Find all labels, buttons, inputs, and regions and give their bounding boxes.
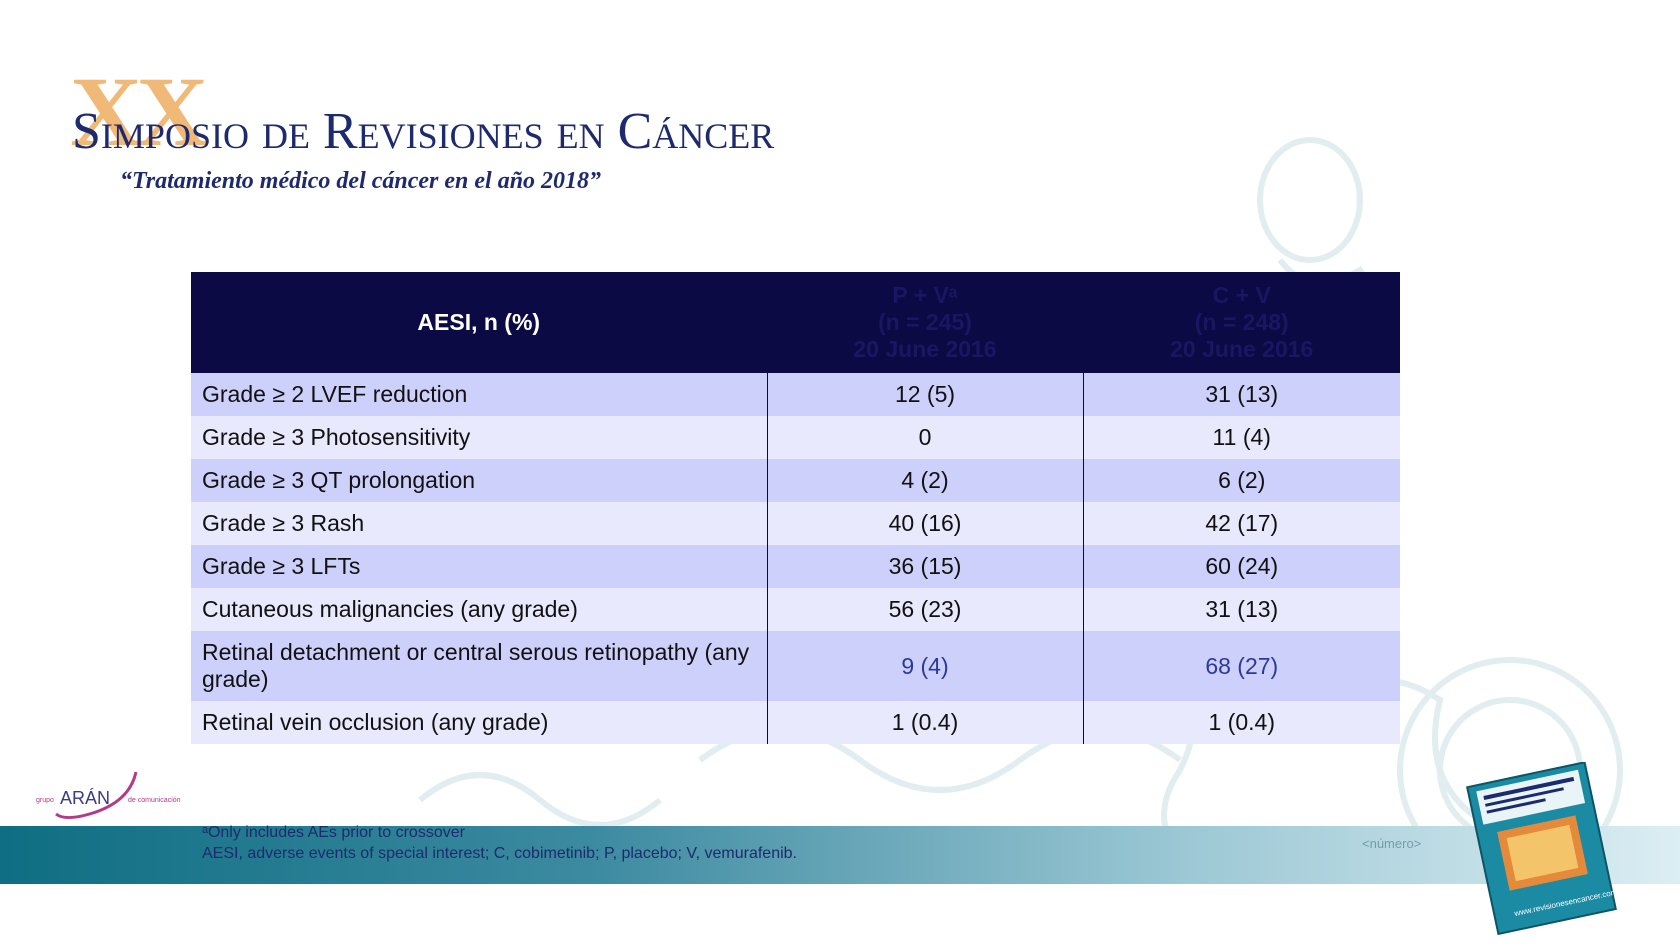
footnotes: ᵃOnly includes AEs prior to crossover AE… (202, 822, 797, 864)
c-v-value: 60 (24) (1082, 545, 1400, 588)
book-cover-image: www.revisionesencancer.com (1466, 762, 1618, 936)
footer-band (0, 826, 1680, 884)
header-p-v-date: 20 June 2016 (853, 336, 997, 362)
table-row: Grade ≥ 3 Photosensitivity 0 11 (4) (191, 416, 1400, 459)
table-row: Grade ≥ 3 LFTs 36 (15) 60 (24) (191, 545, 1400, 588)
symposium-header: XX Simposio de Revisiones en Cáncer “Tra… (70, 56, 774, 202)
logo-brand: ARÁN (60, 788, 110, 808)
row-label: Grade ≥ 3 QT prolongation (191, 459, 767, 502)
roman-numeral: XX (70, 56, 208, 167)
header-p-v-n: (n = 245) (878, 309, 972, 335)
row-label: Grade ≥ 3 Rash (191, 502, 767, 545)
p-v-value: 4 (2) (766, 459, 1083, 502)
logo-prefix: grupo (36, 797, 54, 804)
c-v-value: 31 (13) (1082, 588, 1400, 631)
table-row: Grade ≥ 2 LVEF reduction 12 (5) 31 (13) (191, 373, 1400, 416)
row-label: Grade ≥ 3 Photosensitivity (191, 416, 767, 459)
table-row: Retinal detachment or central serous ret… (191, 631, 1400, 701)
symposium-subtitle: “Tratamiento médico del cáncer en el año… (120, 168, 602, 194)
aran-logo: grupo ARÁN de comunicación (36, 771, 181, 819)
p-v-value: 36 (15) (766, 545, 1083, 588)
header-c-v-arm: C + V (1212, 282, 1271, 308)
c-v-value: 31 (13) (1082, 373, 1400, 416)
header-p-v-arm: P + Vᵃ (892, 282, 958, 308)
row-label: Grade ≥ 3 LFTs (191, 545, 767, 588)
row-label: Retinal vein occlusion (any grade) (191, 701, 767, 744)
aesi-table: AESI, n (%) P + Vᵃ (n = 245) 20 June 201… (191, 272, 1400, 744)
c-v-value: 6 (2) (1082, 459, 1400, 502)
footnote-abbreviations: AESI, adverse events of special interest… (202, 845, 797, 862)
page-number-placeholder: <número> (1362, 836, 1422, 851)
p-v-value: 12 (5) (766, 373, 1083, 416)
c-v-value: 42 (17) (1082, 502, 1400, 545)
table-row: Cutaneous malignancies (any grade) 56 (2… (191, 588, 1400, 631)
p-v-value: 1 (0.4) (766, 701, 1083, 744)
symposium-title: Simposio de Revisiones en Cáncer (72, 103, 775, 160)
p-v-value: 9 (4) (766, 631, 1083, 701)
row-label: Retinal detachment or central serous ret… (191, 631, 767, 701)
table-row: Retinal vein occlusion (any grade) 1 (0.… (191, 701, 1400, 744)
c-v-value: 1 (0.4) (1082, 701, 1400, 744)
c-v-value: 68 (27) (1082, 631, 1400, 701)
table-row: Grade ≥ 3 QT prolongation 4 (2) 6 (2) (191, 459, 1400, 502)
row-label: Grade ≥ 2 LVEF reduction (191, 373, 767, 416)
header-c-v-n: (n = 248) (1194, 309, 1289, 335)
header-aesi: AESI, n (%) (191, 272, 767, 373)
header-c-v: C + V (n = 248) 20 June 2016 (1082, 272, 1400, 373)
table-header-row: AESI, n (%) P + Vᵃ (n = 245) 20 June 201… (191, 272, 1400, 373)
p-v-value: 40 (16) (766, 502, 1083, 545)
c-v-value: 11 (4) (1082, 416, 1400, 459)
header-c-v-date: 20 June 2016 (1170, 336, 1314, 362)
header-aesi-label: AESI, n (%) (417, 309, 541, 335)
footnote-crossover: ᵃOnly includes AEs prior to crossover (202, 824, 465, 841)
p-v-value: 56 (23) (766, 588, 1083, 631)
table-row: Grade ≥ 3 Rash 40 (16) 42 (17) (191, 502, 1400, 545)
logo-suffix: de comunicación (128, 797, 181, 804)
header-p-v: P + Vᵃ (n = 245) 20 June 2016 (766, 272, 1083, 373)
row-label: Cutaneous malignancies (any grade) (191, 588, 767, 631)
p-v-value: 0 (766, 416, 1083, 459)
